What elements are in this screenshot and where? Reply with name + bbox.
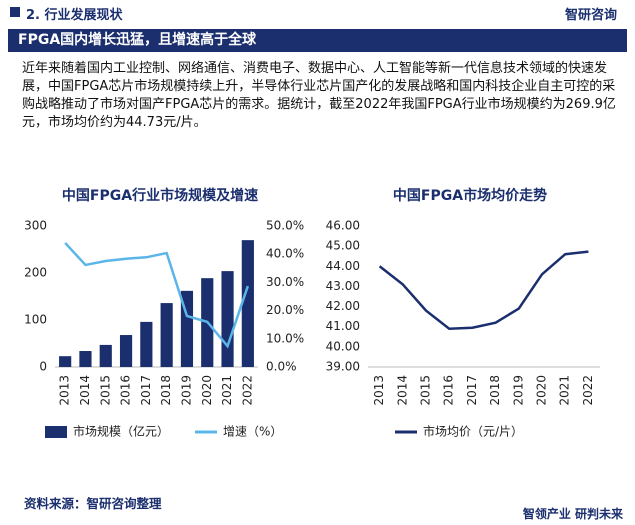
bar: [119, 335, 133, 367]
line: [64, 242, 250, 349]
bar: [59, 356, 72, 367]
legend-label: 市场规模（亿元）: [73, 424, 169, 439]
y-tick-label: 42.00: [326, 299, 360, 313]
chart-title: 中国FPGA市场均价走势: [393, 187, 547, 204]
banner: FPGA国内增长迅猛，且增速高于全球: [8, 29, 627, 52]
x-tick-label: 2014: [395, 375, 409, 406]
y-tick-label: 10.0%: [266, 331, 304, 345]
x-tick-label: 2015: [98, 375, 112, 406]
footer: 智领产业 研判未来: [522, 507, 623, 521]
bar: [160, 303, 173, 367]
x-tick-label: 2022: [240, 375, 254, 406]
y-tick-label: 46.00: [326, 219, 360, 233]
x-tick-label: 2013: [372, 375, 386, 406]
bar: [221, 271, 234, 367]
y-tick-label: 45.00: [326, 239, 360, 253]
x-tick-label: 2017: [465, 375, 479, 406]
y-tick-label: 300: [24, 219, 47, 233]
y-tick-label: 30.0%: [266, 275, 304, 289]
y-tick-label: 40.0%: [266, 247, 304, 261]
y-tick-label: 40.00: [326, 339, 360, 353]
x-tick-label: 2022: [581, 375, 595, 406]
x-tick-label: 2017: [139, 375, 153, 406]
chart-title: 中国FPGA行业市场规模及增速: [62, 187, 258, 204]
x-tick-label: 2018: [488, 375, 502, 406]
x-tick-label: 2013: [58, 375, 72, 406]
legend-swatch: [45, 426, 67, 438]
bar: [79, 351, 92, 367]
y-tick-label: 50.0%: [266, 219, 304, 233]
y-tick-label: 0: [39, 360, 47, 374]
x-tick-label: 2021: [220, 375, 234, 406]
source: 资料来源：智研咨询整理: [24, 496, 162, 511]
x-tick-label: 2016: [442, 375, 456, 406]
x-tick-label: 2019: [179, 375, 193, 406]
x-tick-label: 2016: [119, 375, 133, 406]
y-tick-label: 41.00: [326, 319, 360, 333]
x-tick-label: 2015: [419, 375, 433, 406]
y-tick-label: 0.0%: [266, 360, 297, 374]
y-tick-label: 100: [24, 313, 47, 327]
paragraph: 近年来随着国内工业控制、网络通信、消费电子、数据中心、人工智能等新一代信息技术领…: [22, 61, 616, 130]
section-title: 2. 行业发展现状: [10, 4, 123, 23]
bar: [140, 321, 153, 367]
x-tick-label: 2019: [511, 375, 525, 406]
x-tick-label: 2021: [558, 375, 572, 406]
y-tick-label: 39.00: [326, 360, 360, 374]
y-tick-label: 200: [24, 266, 47, 280]
x-tick-label: 2020: [200, 375, 214, 406]
x-tick-label: 2014: [78, 375, 92, 406]
bar: [99, 344, 112, 367]
brand: 智研咨询: [564, 8, 617, 23]
y-tick-label: 43.00: [326, 279, 360, 293]
x-tick-label: 2018: [159, 375, 173, 406]
y-tick-label: 44.00: [326, 259, 360, 273]
line: [378, 250, 589, 330]
legend-label: 市场均价（元/片）: [423, 424, 523, 439]
x-tick-label: 2020: [535, 375, 549, 406]
bar: [241, 240, 254, 367]
y-tick-label: 20.0%: [266, 303, 304, 317]
legend-label: 增速（%）: [223, 425, 282, 439]
